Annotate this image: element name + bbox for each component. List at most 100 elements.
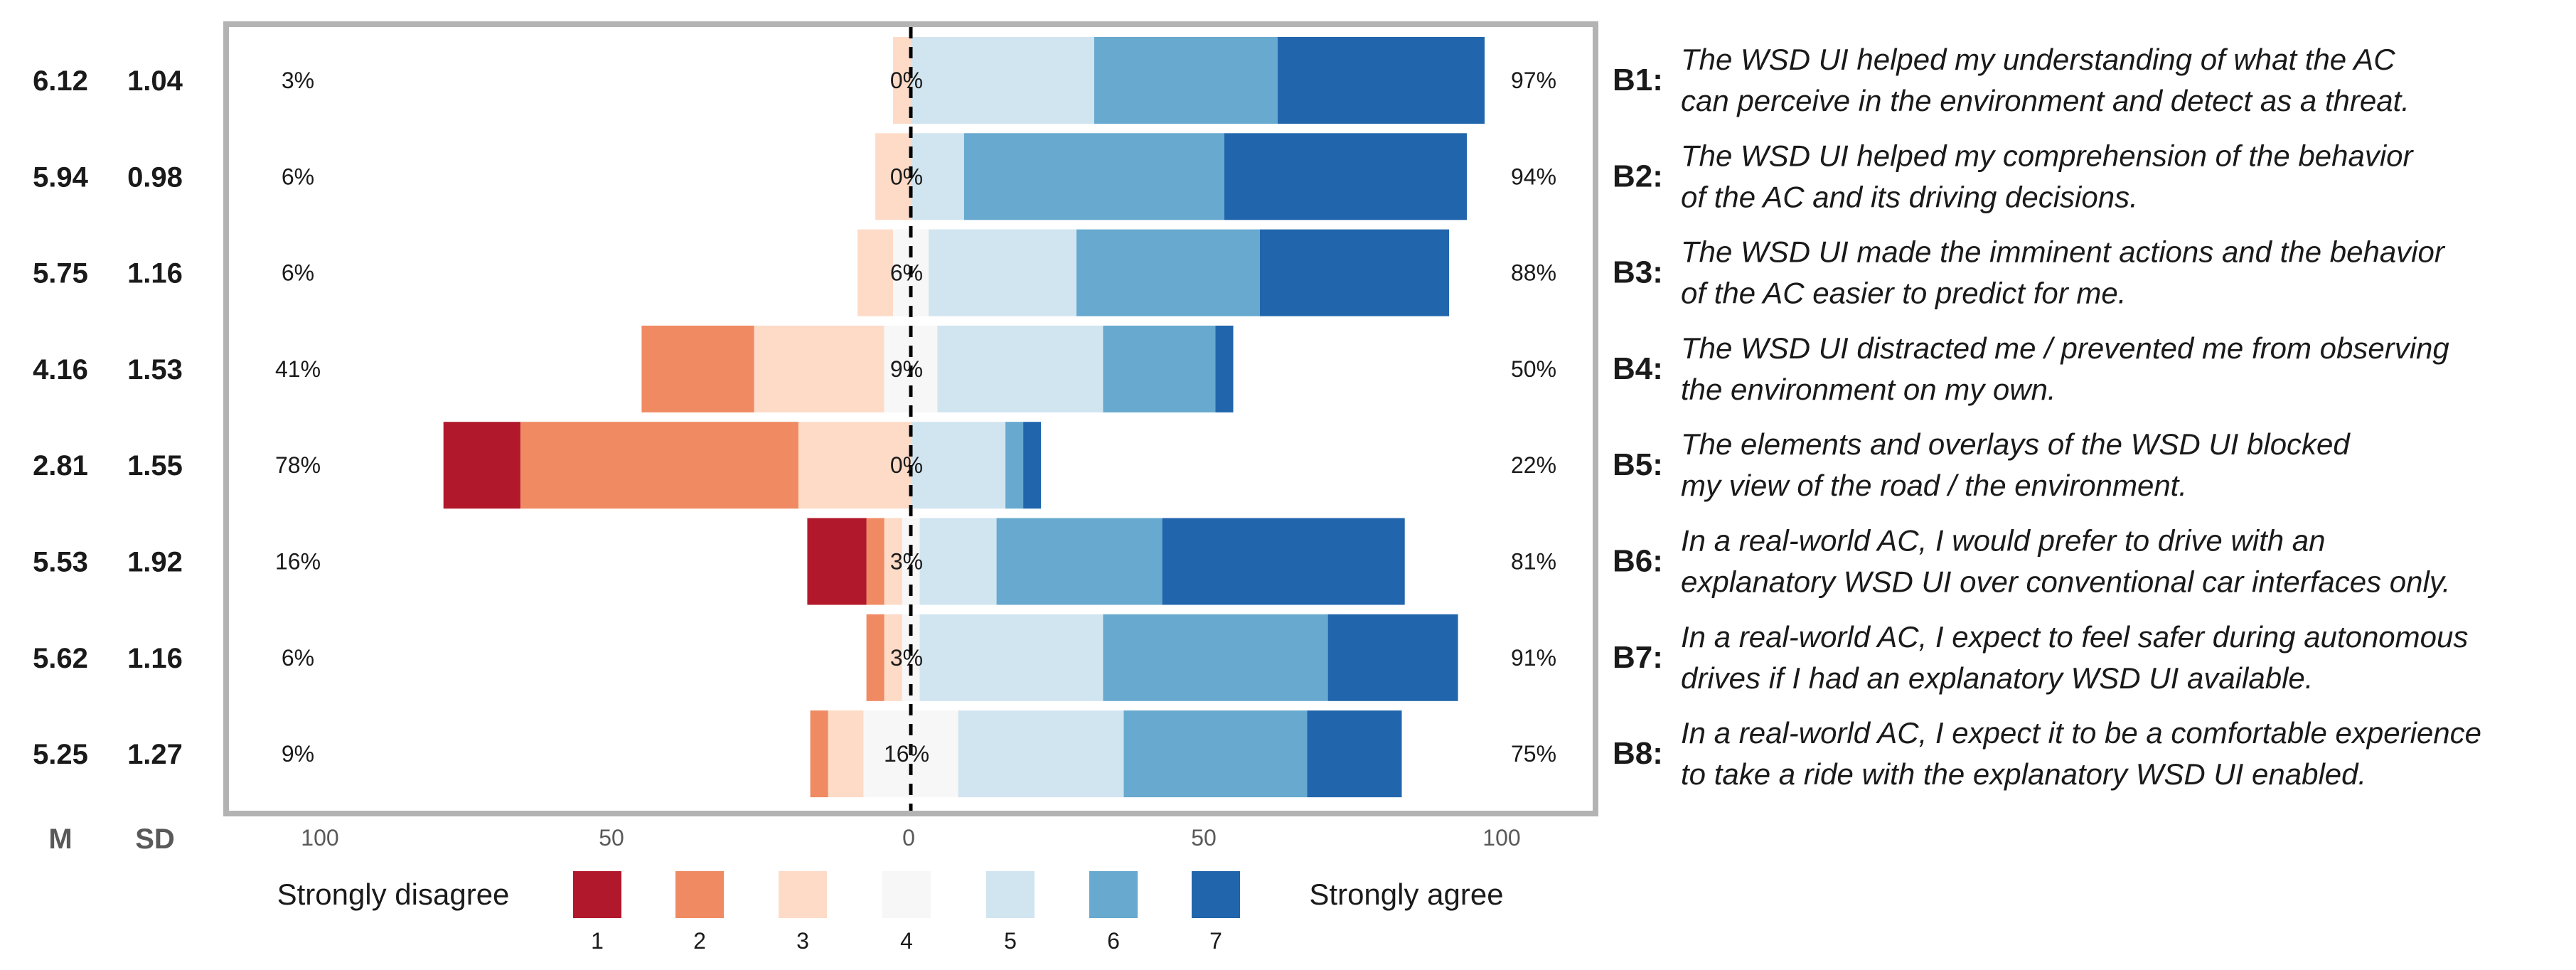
bar-segment-5-level-6 xyxy=(1005,422,1024,509)
legend-level-label: 1 xyxy=(591,928,604,954)
bar-segment-6-level-2 xyxy=(866,518,885,605)
bar-segment-8-level-5 xyxy=(958,710,1124,798)
header-sd: SD xyxy=(135,824,175,855)
question-text-line-1: In a real-world AC, I would prefer to dr… xyxy=(1681,524,2326,558)
row-positive-percent: 88% xyxy=(1511,260,1556,286)
bar-segment-3-level-5 xyxy=(929,229,1076,316)
row-neutral-percent: 6% xyxy=(890,260,923,286)
row-mean: 5.25 xyxy=(33,739,88,770)
bar-segment-6-level-7 xyxy=(1162,518,1405,605)
question-id: B2: xyxy=(1613,159,1663,193)
row-positive-percent: 22% xyxy=(1511,452,1556,478)
legend-level-label: 6 xyxy=(1107,928,1120,954)
legend-swatch-1 xyxy=(573,871,621,918)
question-text-line-1: In a real-world AC, I expect to feel saf… xyxy=(1681,620,2468,654)
bar-segment-1-level-7 xyxy=(1277,37,1485,124)
bar-segment-6-level-6 xyxy=(996,518,1163,605)
row-negative-percent: 6% xyxy=(282,260,314,286)
bar-segment-8-level-3 xyxy=(828,710,864,798)
question-text-line-1: The WSD UI helped my comprehension of th… xyxy=(1681,139,2415,172)
question-text-line-2: of the AC easier to predict for me. xyxy=(1681,277,2126,310)
bar-segment-4-level-7 xyxy=(1215,325,1234,412)
legend-swatch-7 xyxy=(1192,871,1240,918)
row-negative-percent: 41% xyxy=(275,356,321,382)
x-axis-ticks: 100 50 0 50 100 xyxy=(301,825,1520,851)
bar-segment-1-level-5 xyxy=(911,37,1094,124)
bar-segment-1-level-3 xyxy=(893,37,911,124)
plot-frame xyxy=(223,21,1598,816)
row-neutral-percent: 0% xyxy=(890,164,923,189)
bar-segment-4-level-6 xyxy=(1103,325,1216,412)
bars-layer xyxy=(443,37,1485,798)
question-text-line-2: drives if I had an explanatory WSD UI av… xyxy=(1681,661,2313,695)
bar-segment-7-level-2 xyxy=(866,614,885,701)
bar-segment-5-level-3 xyxy=(798,422,911,509)
legend-level-label: 2 xyxy=(693,928,706,954)
bar-segment-8-level-2 xyxy=(810,710,828,798)
bar-segment-5-level-2 xyxy=(520,422,798,509)
row-positive-percent: 97% xyxy=(1511,68,1556,93)
row-mean: 5.75 xyxy=(33,258,88,289)
row-mean: 6.12 xyxy=(33,65,88,97)
bar-segment-4-level-5 xyxy=(937,325,1103,412)
x-tick-label: 0 xyxy=(902,825,915,851)
row-negative-percent: 3% xyxy=(282,68,314,93)
question-id: B3: xyxy=(1613,255,1663,290)
row-neutral-percent: 3% xyxy=(890,549,923,575)
bar-segment-6-level-5 xyxy=(919,518,997,605)
row-neutral-percent: 0% xyxy=(890,452,923,478)
row-positive-percent: 50% xyxy=(1511,356,1556,382)
legend-level-label: 4 xyxy=(900,928,913,954)
question-text-line-2: can perceive in the environment and dete… xyxy=(1681,84,2410,117)
bar-segment-7-level-6 xyxy=(1103,614,1328,701)
bar-segment-2-level-3 xyxy=(875,133,911,220)
row-neutral-percent: 3% xyxy=(890,645,923,671)
row-sd: 1.27 xyxy=(127,739,183,770)
row-negative-percent: 9% xyxy=(282,741,314,767)
row-neutral-percent: 0% xyxy=(890,68,923,93)
row-sd: 1.16 xyxy=(127,643,183,674)
row-negative-percent: 6% xyxy=(282,645,314,671)
question-text-line-1: The WSD UI helped my understanding of wh… xyxy=(1681,43,2395,76)
question-id: B1: xyxy=(1613,63,1663,97)
row-negative-percent: 6% xyxy=(282,164,314,189)
bar-segment-2-level-7 xyxy=(1224,133,1468,220)
legend: Strongly disagree Strongly agree 1 2 3 4 5 6 7 xyxy=(277,871,1504,954)
question-text-line-2: the environment on my own. xyxy=(1681,373,2056,406)
legend-level-label: 5 xyxy=(1004,928,1017,954)
bar-segment-7-level-7 xyxy=(1327,614,1458,701)
legend-swatch-3 xyxy=(779,871,827,918)
bar-segment-3-level-6 xyxy=(1076,229,1260,316)
bar-segment-3-level-3 xyxy=(857,229,893,316)
row-neutral-percent: 16% xyxy=(884,741,929,767)
question-id: B4: xyxy=(1613,351,1663,386)
question-text-line-2: to take a ride with the explanatory WSD … xyxy=(1681,757,2366,791)
bar-segment-8-level-7 xyxy=(1307,710,1402,798)
bar-segment-7-level-3 xyxy=(884,614,902,701)
question-text-line-1: The WSD UI distracted me / prevented me … xyxy=(1681,331,2449,365)
bar-segment-2-level-6 xyxy=(963,133,1224,220)
row-positive-percent: 81% xyxy=(1511,549,1556,575)
legend-level-label: 3 xyxy=(796,928,809,954)
legend-swatch-6 xyxy=(1089,871,1138,918)
row-sd: 1.92 xyxy=(127,547,183,578)
row-neutral-percent: 9% xyxy=(890,356,923,382)
row-sd: 1.16 xyxy=(127,258,183,289)
bar-segment-2-level-5 xyxy=(911,133,964,220)
question-text-line-1: The elements and overlays of the WSD UI … xyxy=(1681,427,2351,461)
legend-level-label: 7 xyxy=(1209,928,1222,954)
header-mean: M xyxy=(48,824,72,855)
row-sd: 1.53 xyxy=(127,354,183,385)
row-sd: 1.55 xyxy=(127,450,183,481)
bar-segment-1-level-6 xyxy=(1094,37,1278,124)
bar-segment-4-level-2 xyxy=(641,325,754,412)
question-id: B7: xyxy=(1613,640,1663,675)
question-text-line-1: The WSD UI made the imminent actions and… xyxy=(1681,235,2446,269)
bar-segment-6-level-1 xyxy=(807,518,867,605)
question-text-line-2: of the AC and its driving decisions. xyxy=(1681,180,2138,213)
row-mean: 5.94 xyxy=(33,161,89,193)
question-text-line-2: my view of the road / the environment. xyxy=(1681,469,2187,502)
row-sd: 1.04 xyxy=(127,65,183,97)
bar-segment-5-level-1 xyxy=(443,422,520,509)
